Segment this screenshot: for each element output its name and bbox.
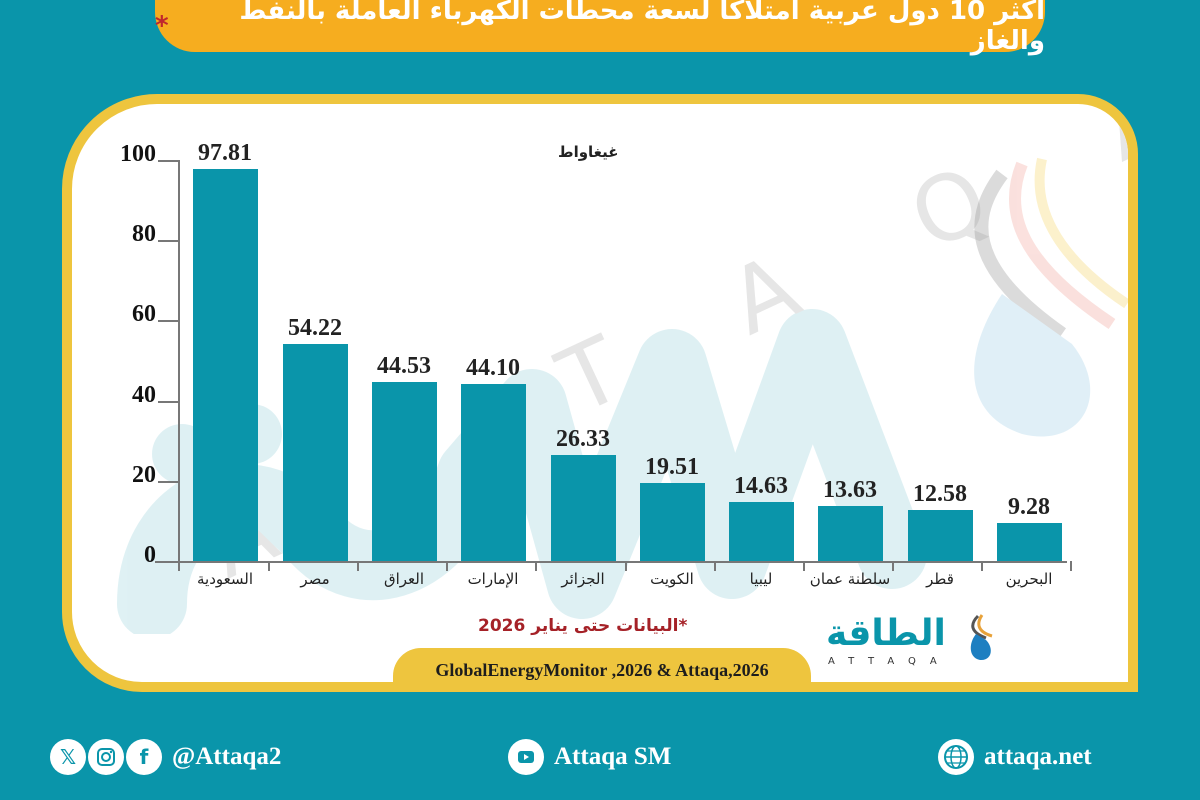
youtube-handle[interactable]: Attaqa SM — [554, 743, 672, 770]
bar-value-label: 54.22 — [288, 315, 342, 341]
logo-arabic-text: الطاقة — [826, 613, 946, 654]
source-tab: GlobalEnergyMonitor ,2026 & Attaqa,2026 — [393, 648, 811, 692]
bar-kuwait — [640, 483, 705, 561]
bar-value-label: 19.51 — [645, 454, 699, 480]
facebook-icon[interactable]: f — [126, 739, 162, 775]
category-label: السعودية — [196, 570, 253, 588]
x-tick — [178, 561, 180, 571]
x-tick — [357, 561, 359, 571]
title-asterisk: * — [155, 11, 169, 41]
category-label: العراق — [383, 570, 425, 588]
bar-value-label: 12.58 — [913, 481, 967, 507]
bar-uae — [461, 384, 526, 561]
y-tick — [158, 160, 179, 162]
bar-value-label: 13.63 — [823, 477, 877, 503]
title-banner: أكثر 10 دول عربية امتلاكًا لسعة محطات ال… — [155, 0, 1045, 56]
source-text: GlobalEnergyMonitor ,2026 & Attaqa,2026 — [435, 659, 769, 680]
category-label: قطر — [926, 570, 954, 588]
category-label: مصر — [300, 570, 330, 588]
x-tick — [892, 561, 894, 571]
category-label: البحرين — [1005, 570, 1053, 588]
x-tick — [625, 561, 627, 571]
footnote: *البيانات حتى يناير 2026 — [478, 616, 688, 636]
category-label: الإمارات — [467, 570, 519, 588]
logo-drop-icon — [970, 614, 993, 661]
x-icon[interactable]: 𝕏 — [50, 739, 86, 775]
footer-website: attaqa.net — [938, 732, 1092, 782]
category-label: الكويت — [650, 570, 694, 588]
y-tick-label: 80 — [132, 221, 156, 247]
globe-icon[interactable] — [938, 739, 974, 775]
instagram-icon[interactable] — [88, 739, 124, 775]
bar-qatar — [908, 510, 973, 561]
bar-value-label: 14.63 — [734, 473, 788, 499]
bar-oman — [818, 506, 883, 561]
x-tick — [446, 561, 448, 571]
logo-english-text: ATTAQA — [828, 656, 951, 667]
footer-social: 𝕏 f @Attaqa2 — [50, 732, 281, 782]
x-tick — [714, 561, 716, 571]
y-tick-label: 0 — [144, 542, 156, 568]
y-tick — [158, 401, 179, 403]
category-label: ليبيا — [749, 570, 773, 588]
bar-iraq — [372, 382, 437, 561]
bar-value-label: 44.53 — [377, 353, 431, 379]
bar-value-label: 97.81 — [198, 140, 252, 166]
category-label: الجزائر — [561, 570, 605, 588]
y-tick-label: 40 — [132, 382, 156, 408]
bar-saudi-arabia — [193, 169, 258, 561]
category-label: سلطنة عمان — [809, 570, 891, 588]
x-tick — [1070, 561, 1072, 571]
y-tick — [158, 320, 179, 322]
x-axis — [155, 561, 1067, 563]
footer-youtube: Attaqa SM — [508, 732, 671, 782]
bar-bahrain — [997, 523, 1062, 561]
youtube-icon[interactable] — [508, 739, 544, 775]
y-tick — [158, 481, 179, 483]
watermark-drop-icon — [974, 157, 1128, 437]
y-tick-label: 100 — [120, 141, 156, 167]
x-tick — [535, 561, 537, 571]
bar-egypt — [283, 344, 348, 561]
bar-algeria — [551, 455, 616, 561]
y-tick — [158, 240, 179, 242]
x-tick — [803, 561, 805, 571]
y-tick-label: 60 — [132, 301, 156, 327]
y-axis — [178, 160, 180, 562]
x-tick — [268, 561, 270, 571]
bar-value-label: 44.10 — [466, 355, 520, 381]
bar-value-label: 9.28 — [1008, 494, 1050, 520]
social-handle[interactable]: @Attaqa2 — [172, 743, 282, 770]
unit-label: غيغاواط — [558, 143, 619, 161]
y-tick-label: 20 — [132, 462, 156, 488]
bar-libya — [729, 502, 794, 561]
attaqa-logo: الطاقة ATTAQA — [826, 614, 1006, 672]
chart-title: أكثر 10 دول عربية امتلاكًا لسعة محطات ال… — [239, 0, 1045, 56]
website-link[interactable]: attaqa.net — [984, 743, 1092, 770]
x-tick — [981, 561, 983, 571]
bar-value-label: 26.33 — [556, 426, 610, 452]
